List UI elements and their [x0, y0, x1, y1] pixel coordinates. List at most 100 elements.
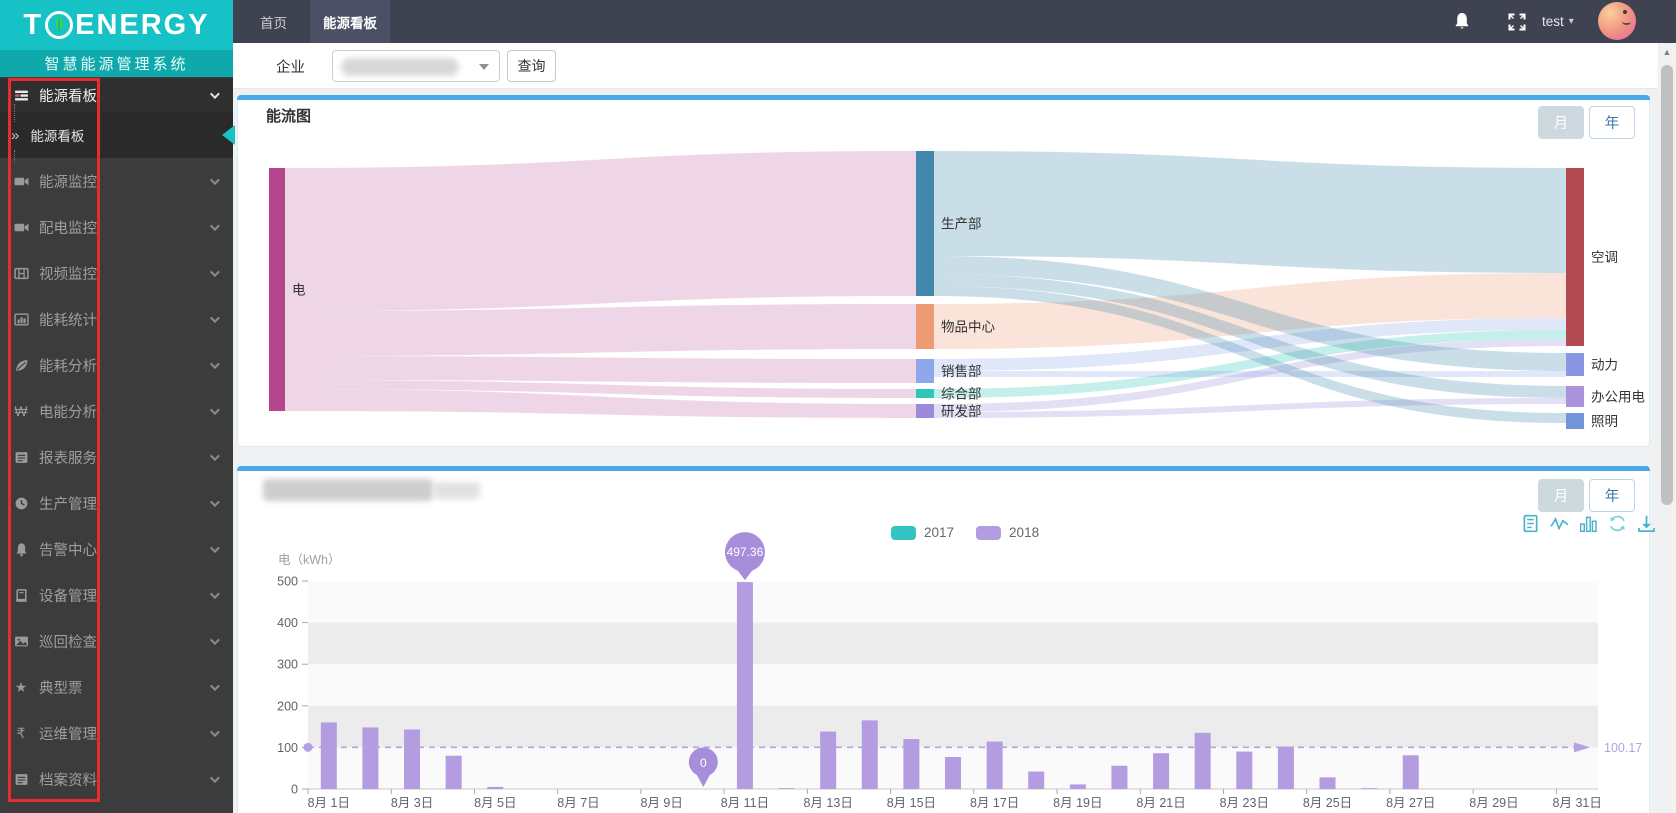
svg-text:生产部: 生产部	[941, 217, 982, 232]
panel-accent-bar	[237, 95, 1650, 100]
panel-title-blurred	[434, 482, 480, 499]
legend-swatch-2018[interactable]	[976, 525, 1002, 540]
user-menu[interactable]: test ▾	[1542, 0, 1574, 43]
svg-text:8月 1日: 8月 1日	[308, 796, 350, 810]
refresh-icon[interactable]	[1608, 514, 1627, 533]
sidebar: T ENERGY 智慧能源管理系统 能源看板 » 能源看板 能源监控	[0, 0, 235, 813]
won-icon: ₩	[14, 403, 28, 419]
query-button[interactable]: 查询	[507, 50, 556, 82]
camera-icon	[13, 220, 29, 235]
svg-text:电: 电	[292, 283, 306, 298]
chevron-down-icon	[209, 174, 220, 185]
book-icon	[13, 588, 29, 603]
chevron-down-icon	[209, 404, 220, 415]
top-navbar: 首页 能源看板 test ▾	[233, 0, 1676, 43]
svg-text:8月 15日: 8月 15日	[887, 796, 936, 810]
svg-text:8月 5日: 8月 5日	[474, 796, 516, 810]
scrollbar-up-arrow[interactable]: ▲	[1662, 47, 1672, 57]
sidebar-item-label: 配电监控	[39, 220, 97, 237]
sidebar-item-operation-maintenance[interactable]: ₹ 运维管理	[0, 710, 233, 756]
bar-chart[interactable]: 电（kWh） 0 100 200 300 400 500 8月 1日 8月 3日 8月 5日 8月 …	[238, 467, 1649, 813]
star-icon: ★	[14, 679, 28, 695]
chevron-down-icon	[209, 312, 220, 323]
leaf-icon	[13, 358, 29, 373]
sidebar-item-archives[interactable]: 档案资料	[0, 756, 233, 802]
legend-swatch-2017[interactable]	[891, 525, 916, 540]
sidebar-item-label: 巡回检查	[39, 634, 97, 651]
notification-bell-icon[interactable]	[1452, 11, 1472, 37]
scrollbar-thumb[interactable]	[1661, 65, 1673, 505]
avatar[interactable]	[1598, 2, 1636, 40]
sidebar-subitem-label: 能源看板	[30, 129, 85, 144]
svg-text:8月 29日: 8月 29日	[1469, 796, 1518, 810]
sidebar-item-electric-energy-analysis[interactable]: ₩ 电能分析	[0, 388, 233, 434]
month-toggle-button[interactable]: 月	[1538, 479, 1584, 512]
sidebar-item-typical-ticket[interactable]: ★ 典型票	[0, 664, 233, 710]
fullscreen-icon[interactable]	[1508, 13, 1526, 36]
year-toggle-button[interactable]: 年	[1589, 479, 1635, 512]
chevron-down-icon	[209, 634, 220, 645]
data-view-icon[interactable]	[1521, 514, 1540, 533]
legend-label-2018[interactable]: 2018	[1009, 525, 1040, 540]
svg-text:400: 400	[277, 616, 298, 630]
panel-accent-bar	[237, 466, 1650, 471]
company-label: 企业	[276, 59, 305, 76]
logo-text-suffix: ENERGY	[75, 8, 210, 41]
sidebar-item-equipment-management[interactable]: 设备管理	[0, 572, 233, 618]
avatar-detail	[1623, 10, 1627, 14]
sidebar-item-alarm-center[interactable]: 告警中心	[0, 526, 233, 572]
page-scrollbar[interactable]: ▲	[1658, 43, 1676, 813]
energy-flow-panel: 能流图 月 年 电 生产部 物品中心 销售部 综合部 研发部 空调 动力 办公用电 照明	[237, 95, 1650, 447]
sidebar-item-energy-monitoring[interactable]: 能源监控	[0, 158, 233, 204]
panel-title: 能流图	[266, 108, 312, 125]
sidebar-item-energy-dashboard[interactable]: 能源看板	[0, 78, 233, 112]
svg-text:300: 300	[277, 658, 298, 672]
sidebar-item-energy-analysis[interactable]: 能耗分析	[0, 342, 233, 388]
svg-text:0: 0	[291, 783, 298, 797]
svg-text:8月 11日: 8月 11日	[721, 796, 769, 810]
line-chart-icon[interactable]	[1550, 514, 1569, 533]
sidebar-item-label: 生产管理	[39, 496, 97, 513]
svg-text:8月 3日: 8月 3日	[391, 796, 433, 810]
month-toggle-button[interactable]: 月	[1538, 106, 1584, 139]
sidebar-item-patrol-inspection[interactable]: 巡回检查	[0, 618, 233, 664]
tab-energy-dashboard[interactable]: 能源看板	[310, 0, 390, 43]
chevron-down-icon	[209, 88, 220, 99]
sidebar-item-video-monitoring[interactable]: 视频监控	[0, 250, 233, 296]
sidebar-item-label: 设备管理	[39, 588, 97, 605]
sidebar-menu: 能源看板 » 能源看板 能源监控 配电监控	[0, 78, 235, 813]
sidebar-item-energy-statistics[interactable]: 能耗统计	[0, 296, 233, 342]
sidebar-item-label: 告警中心	[39, 542, 97, 559]
svg-text:500: 500	[277, 575, 298, 589]
tab-home[interactable]: 首页	[247, 0, 300, 43]
company-select-blurred-value	[341, 58, 459, 76]
period-toggle: 月 年	[1538, 479, 1635, 512]
year-toggle-button[interactable]: 年	[1589, 106, 1635, 139]
sidebar-item-report-service[interactable]: 报表服务	[0, 434, 233, 480]
bar-chart-icon[interactable]	[1579, 514, 1598, 533]
navbar-right-cluster: test ▾	[1416, 0, 1676, 43]
chevron-down-icon	[209, 220, 220, 231]
svg-text:200: 200	[277, 699, 298, 713]
sidebar-item-label: 档案资料	[39, 772, 97, 789]
sidebar-item-label: 能耗分析	[39, 358, 97, 375]
sidebar-item-power-distribution-monitoring[interactable]: 配电监控	[0, 204, 233, 250]
clock-icon	[13, 496, 29, 511]
archive-icon	[13, 772, 29, 787]
bar-chart-icon	[13, 312, 29, 327]
chart-legend: 2017 2018	[891, 525, 1053, 540]
sidebar-item-production-management[interactable]: 生产管理	[0, 480, 233, 526]
bell-icon	[13, 542, 29, 557]
legend-label-2017[interactable]: 2017	[924, 525, 955, 540]
company-select[interactable]	[332, 50, 500, 82]
rupee-icon: ₹	[16, 725, 26, 741]
select-caret-icon	[479, 64, 489, 70]
sidebar-item-label: 运维管理	[39, 726, 97, 743]
query-toolbar: 企业 查询	[233, 43, 1658, 89]
sidebar-subitem-energy-dashboard[interactable]: » 能源看板	[0, 104, 233, 162]
download-icon[interactable]	[1637, 514, 1656, 533]
svg-text:497.36: 497.36	[727, 545, 764, 559]
svg-text:研发部: 研发部	[941, 404, 982, 419]
